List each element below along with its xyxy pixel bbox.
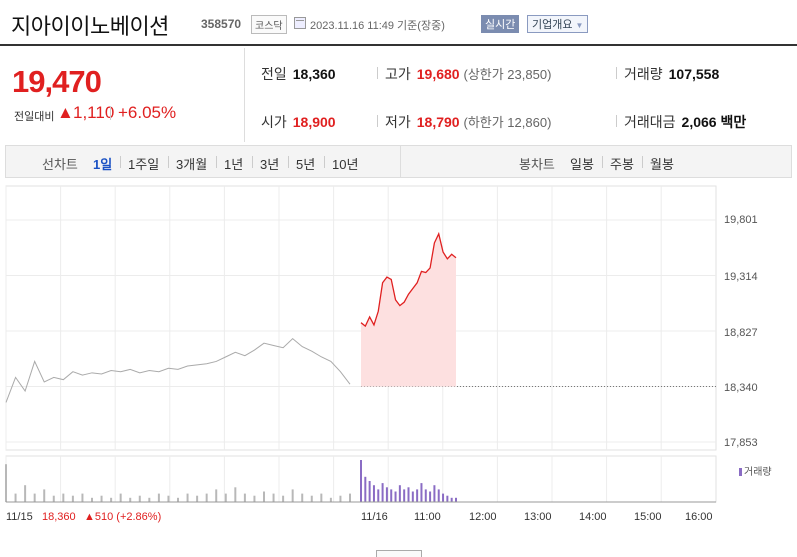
price-stats: 전일 18,360 고가 19,680 (상한가 23,850) 거래량 107,55…: [246, 48, 797, 142]
quote-datetime: 2023.11.16 11:49 기준(장중): [310, 20, 445, 32]
divider: [602, 156, 603, 168]
realtime-button[interactable]: 실시간: [481, 15, 520, 33]
change-value: 1,110: [73, 103, 115, 122]
divider: [642, 156, 643, 168]
tab-1-week[interactable]: 1주일: [128, 157, 160, 172]
price-chart-svg: [5, 185, 717, 503]
x-label-time: 13:00: [524, 511, 552, 523]
period-selector: 선차트 1일 1주일 3개월 1년 3년 5년 10년 봉차트 일봉 주봉 월봉: [5, 145, 792, 178]
x-label-today: 11/16: [361, 511, 388, 523]
tab-monthly-candle[interactable]: 월봉: [650, 157, 674, 172]
volume-legend: 거래량: [739, 463, 772, 478]
stat-value: 18,790: [416, 114, 460, 130]
stat-high: 고가 19,680 (상한가 23,850): [385, 64, 551, 84]
stock-header: 지아이이노베이션 358570 코스닥 2023.11.16 11:49 기준(…: [0, 0, 797, 46]
divider: [252, 156, 253, 168]
y-tick-label: 19,314: [724, 271, 758, 283]
divider: [616, 115, 617, 127]
x-label-prev-day: 11/15: [6, 511, 33, 523]
divider: [377, 115, 378, 127]
stat-label: 저가: [385, 114, 411, 130]
stat-value: 19,680: [416, 66, 460, 82]
divider: [324, 156, 325, 168]
candle-chart-label: 봉차트: [519, 157, 555, 172]
stat-prev-close: 전일 18,360: [261, 64, 336, 84]
y-tick-label: 18,827: [724, 327, 758, 339]
divider: [377, 67, 378, 79]
y-tick-label: 17,853: [724, 437, 758, 449]
tab-weekly-candle[interactable]: 주봉: [610, 157, 634, 172]
divider: [110, 106, 111, 120]
tab-3-months[interactable]: 3개월: [176, 157, 208, 172]
stat-value: 107,558: [668, 66, 720, 82]
divider: [216, 156, 217, 168]
change-rate: +6.05%: [118, 103, 177, 122]
stat-label: 거래량: [624, 66, 663, 82]
prev-day-line: [5, 337, 351, 403]
tab-3-years[interactable]: 3년: [260, 157, 280, 172]
chevron-down-icon: ▼: [575, 21, 584, 30]
x-label-prev-close: 18,360: [42, 511, 76, 523]
stat-label: 시가: [261, 114, 287, 130]
lower-limit: (하한가 12,860): [463, 115, 552, 130]
chart-resize-handle[interactable]: [376, 550, 422, 557]
calendar-icon: [294, 17, 306, 29]
stock-code: 358570: [201, 17, 242, 31]
today-area-fill: [361, 233, 456, 387]
tab-5-years[interactable]: 5년: [296, 157, 316, 172]
y-tick-label: 19,801: [724, 214, 758, 226]
divider: [288, 156, 289, 168]
x-label-time: 16:00: [685, 511, 713, 523]
change-label: 전일대비: [14, 111, 55, 123]
x-label-time: 14:00: [579, 511, 607, 523]
stat-amount: 거래대금 2,066 백만: [624, 112, 746, 132]
stat-open: 시가 18,900: [261, 112, 336, 132]
stat-value: 2,066 백만: [681, 114, 747, 130]
x-label-prev-change: ▲510 (+2.86%): [84, 511, 162, 523]
company-info-button[interactable]: 기업개요 ▼: [527, 15, 589, 33]
tab-daily-candle[interactable]: 일봉: [570, 157, 594, 172]
stock-name: 지아이이노베이션: [11, 14, 169, 39]
stat-value: 18,360: [292, 66, 336, 82]
market-badge: 코스닥: [251, 15, 287, 34]
stat-volume: 거래량 107,558: [624, 64, 719, 84]
line-chart-label: 선차트: [42, 157, 78, 172]
y-tick-label: 18,340: [724, 382, 758, 394]
company-info-label: 기업개요: [532, 19, 573, 31]
stat-label: 거래대금: [624, 114, 676, 130]
current-price: 19,470: [12, 64, 102, 99]
x-label-time: 11:00: [414, 511, 441, 523]
tab-1-day[interactable]: 1일: [93, 157, 113, 172]
stat-label: 고가: [385, 66, 411, 82]
x-label-time: 15:00: [634, 511, 662, 523]
up-arrow-icon: ▲: [57, 103, 74, 122]
x-label-time: 12:00: [469, 511, 497, 523]
upper-limit: (상한가 23,850): [463, 67, 552, 82]
current-price-panel: 19,470 전일대비 ▲ 1,110 +6.05%: [0, 48, 245, 142]
divider: [616, 67, 617, 79]
divider: [168, 156, 169, 168]
plot-frame: [5, 185, 717, 451]
stat-value: 18,900: [292, 114, 336, 130]
stat-low: 저가 18,790 (하한가 12,860): [385, 112, 551, 132]
today-price-line: [360, 231, 457, 328]
tab-1-year[interactable]: 1년: [224, 157, 244, 172]
tab-10-years[interactable]: 10년: [332, 157, 359, 172]
divider: [120, 156, 121, 168]
stat-label: 전일: [261, 66, 287, 82]
divider: [400, 146, 401, 177]
intraday-chart: 19,801 19,314 18,827 18,340 17,853 거래량 1…: [0, 180, 797, 557]
